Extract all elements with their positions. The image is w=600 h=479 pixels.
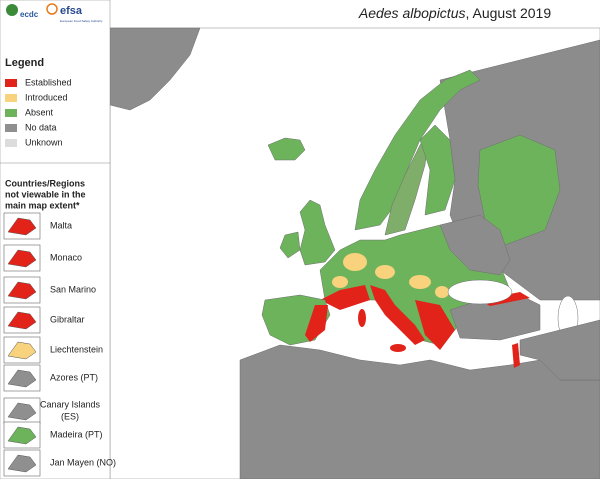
inset-label: Madeira (PT): [50, 429, 103, 439]
black-sea: [447, 279, 513, 305]
inset-label: Liechtenstein: [50, 344, 103, 354]
established-area: [512, 343, 520, 368]
inset-shape: [7, 426, 37, 445]
russia-absent: [477, 134, 561, 246]
legend-label: Established: [25, 77, 72, 87]
inset-label: Jan Mayen (NO): [50, 457, 116, 467]
established-area: [305, 305, 328, 342]
legend-swatch: [5, 94, 17, 102]
legend-label: Unknown: [25, 137, 63, 147]
inset-shape: [7, 217, 37, 236]
established-area: [370, 285, 425, 345]
finland: [419, 124, 456, 216]
insets-title: main map extent*: [5, 200, 80, 210]
logo-icon: [46, 3, 58, 15]
legend-label: No data: [25, 122, 57, 132]
introduced-areas: [332, 253, 449, 298]
inset-label: Canary Islands: [40, 399, 101, 409]
legend-label: Absent: [25, 107, 54, 117]
legend-title: Legend: [5, 57, 44, 69]
logo-subtitle: European Food Safety Authority: [60, 19, 103, 23]
inset-label: Monaco: [50, 252, 82, 262]
title-italic: Aedes albopictus: [358, 5, 466, 21]
inset-shape: [7, 341, 37, 360]
inset-shape: [7, 454, 37, 473]
eastern-europe: [439, 214, 511, 276]
logo: ecdc: [20, 10, 39, 19]
inset-label: Gibraltar: [50, 314, 85, 324]
inset-label: (ES): [61, 411, 79, 421]
logo: efsa: [60, 5, 83, 17]
legend-swatch: [5, 124, 17, 132]
established-area: [320, 285, 370, 310]
established-area: [415, 300, 455, 350]
introduced-area: [332, 276, 348, 288]
title-rest: , August 2019: [466, 5, 552, 21]
logo-icon: [6, 4, 18, 16]
legend-swatch: [5, 79, 17, 87]
introduced-area: [375, 265, 395, 279]
map-title: Aedes albopictus, August 2019: [358, 5, 551, 21]
inset-label: Malta: [50, 220, 72, 230]
middle-east: [519, 319, 600, 381]
map: [109, 27, 600, 479]
inset-label: Azores (PT): [50, 372, 98, 382]
legend-swatch: [5, 109, 17, 117]
great-britain: [299, 199, 336, 266]
insets-title: not viewable in the: [5, 189, 86, 199]
established-area: [390, 344, 406, 352]
insets-title: Countries/Regions: [5, 178, 85, 188]
legend-label: Introduced: [25, 92, 68, 102]
inset-shape: [7, 249, 37, 268]
north-africa: [239, 344, 600, 479]
inset-shape: [7, 311, 37, 330]
logos: ecdc efsa European Food Safety Authority: [6, 3, 103, 23]
inset-shape: [7, 369, 37, 388]
introduced-area: [409, 275, 431, 289]
established-area: [358, 309, 366, 327]
legend: Established Introduced Absent No data Unknow…: [5, 77, 72, 147]
legend-swatch: [5, 139, 17, 147]
introduced-area: [343, 253, 367, 271]
inset-shape: [7, 402, 37, 421]
introduced-area: [435, 286, 449, 298]
inset-shape: [7, 281, 37, 300]
greenland: [109, 27, 201, 111]
established-areas: [320, 285, 455, 352]
ireland: [279, 231, 301, 259]
iceland: [267, 137, 306, 161]
inset-label: San Marino: [50, 284, 96, 294]
